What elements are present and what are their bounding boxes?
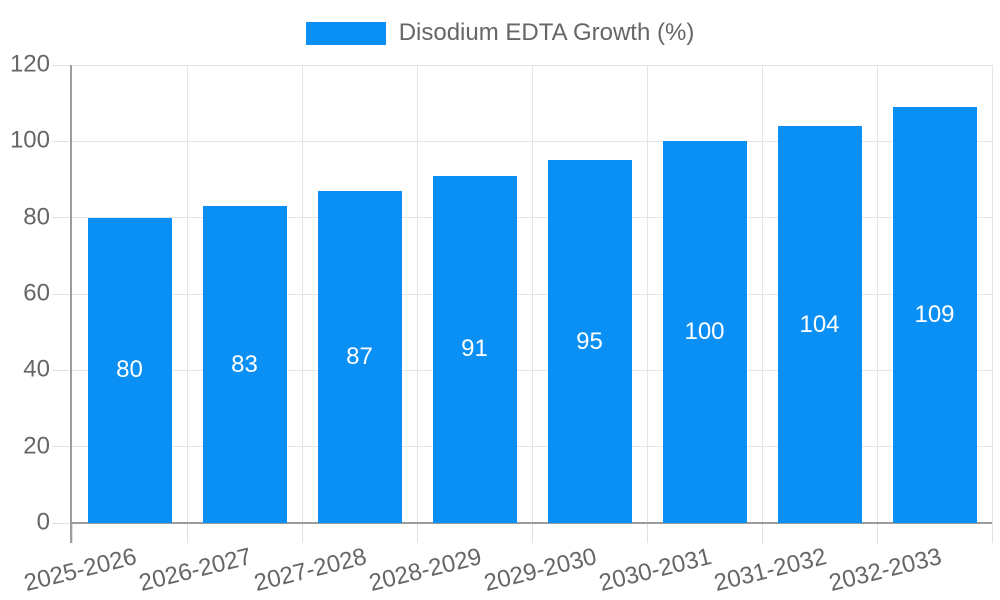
y-tick-mark bbox=[52, 64, 72, 66]
x-tick-mark bbox=[301, 523, 303, 543]
v-gridline bbox=[531, 65, 533, 523]
v-gridline bbox=[416, 65, 418, 523]
v-gridline bbox=[761, 65, 763, 523]
bar-value-label: 80 bbox=[116, 356, 143, 384]
bar-value-label: 87 bbox=[346, 342, 373, 370]
y-tick-label: 20 bbox=[23, 432, 50, 460]
bar-value-label: 109 bbox=[914, 300, 955, 328]
x-tick-label: 2027-2028 bbox=[251, 543, 370, 597]
v-gridline bbox=[186, 65, 188, 523]
legend[interactable]: Disodium EDTA Growth (%) bbox=[0, 19, 1000, 47]
bar-value-label: 95 bbox=[576, 327, 603, 355]
bar-value-label: 83 bbox=[231, 350, 258, 378]
x-tick-label: 2026-2027 bbox=[136, 543, 255, 597]
x-tick-mark bbox=[186, 523, 188, 543]
x-tick-mark bbox=[876, 523, 878, 543]
bar[interactable]: 87 bbox=[317, 190, 402, 523]
x-tick-mark bbox=[416, 523, 418, 543]
x-tick-label: 2030-2031 bbox=[596, 543, 715, 597]
legend-label: Disodium EDTA Growth (%) bbox=[398, 19, 695, 46]
y-tick-label: 100 bbox=[9, 126, 50, 154]
x-tick-label: 2028-2029 bbox=[366, 543, 485, 597]
bar[interactable]: 83 bbox=[202, 206, 287, 523]
bar-value-label: 100 bbox=[684, 318, 725, 346]
x-tick-mark bbox=[646, 523, 648, 543]
y-tick-label: 40 bbox=[23, 355, 50, 383]
x-tick-mark bbox=[71, 523, 73, 543]
y-tick-mark bbox=[52, 140, 72, 142]
y-tick-label: 120 bbox=[9, 50, 50, 78]
y-tick-mark bbox=[52, 293, 72, 295]
y-tick-mark bbox=[52, 446, 72, 448]
y-tick-label: 0 bbox=[36, 508, 50, 536]
y-tick-mark bbox=[52, 217, 72, 219]
v-gridline bbox=[876, 65, 878, 523]
v-gridline bbox=[991, 65, 993, 523]
bar-value-label: 91 bbox=[461, 335, 488, 363]
x-tick-mark bbox=[761, 523, 763, 543]
bar[interactable]: 91 bbox=[432, 175, 517, 523]
x-tick-mark bbox=[991, 523, 993, 543]
y-tick-mark bbox=[52, 522, 72, 524]
y-tick-mark bbox=[52, 369, 72, 371]
bar[interactable]: 80 bbox=[87, 217, 172, 523]
x-tick-mark bbox=[531, 523, 533, 543]
bar[interactable]: 109 bbox=[892, 106, 977, 523]
x-tick-label: 2029-2030 bbox=[481, 543, 600, 597]
v-gridline bbox=[301, 65, 303, 523]
x-tick-label: 2031-2032 bbox=[711, 543, 830, 597]
v-gridline bbox=[646, 65, 648, 523]
bar[interactable]: 95 bbox=[547, 160, 632, 523]
y-axis-line bbox=[70, 65, 72, 543]
bar[interactable]: 100 bbox=[662, 141, 747, 523]
legend-swatch[interactable] bbox=[305, 21, 386, 45]
x-tick-label: 2025-2026 bbox=[21, 543, 140, 597]
y-tick-label: 60 bbox=[23, 279, 50, 307]
bar-value-label: 104 bbox=[799, 310, 840, 338]
x-tick-label: 2032-2033 bbox=[826, 543, 945, 597]
bar[interactable]: 104 bbox=[777, 126, 862, 523]
y-tick-label: 80 bbox=[23, 203, 50, 231]
x-axis-line bbox=[70, 522, 992, 524]
